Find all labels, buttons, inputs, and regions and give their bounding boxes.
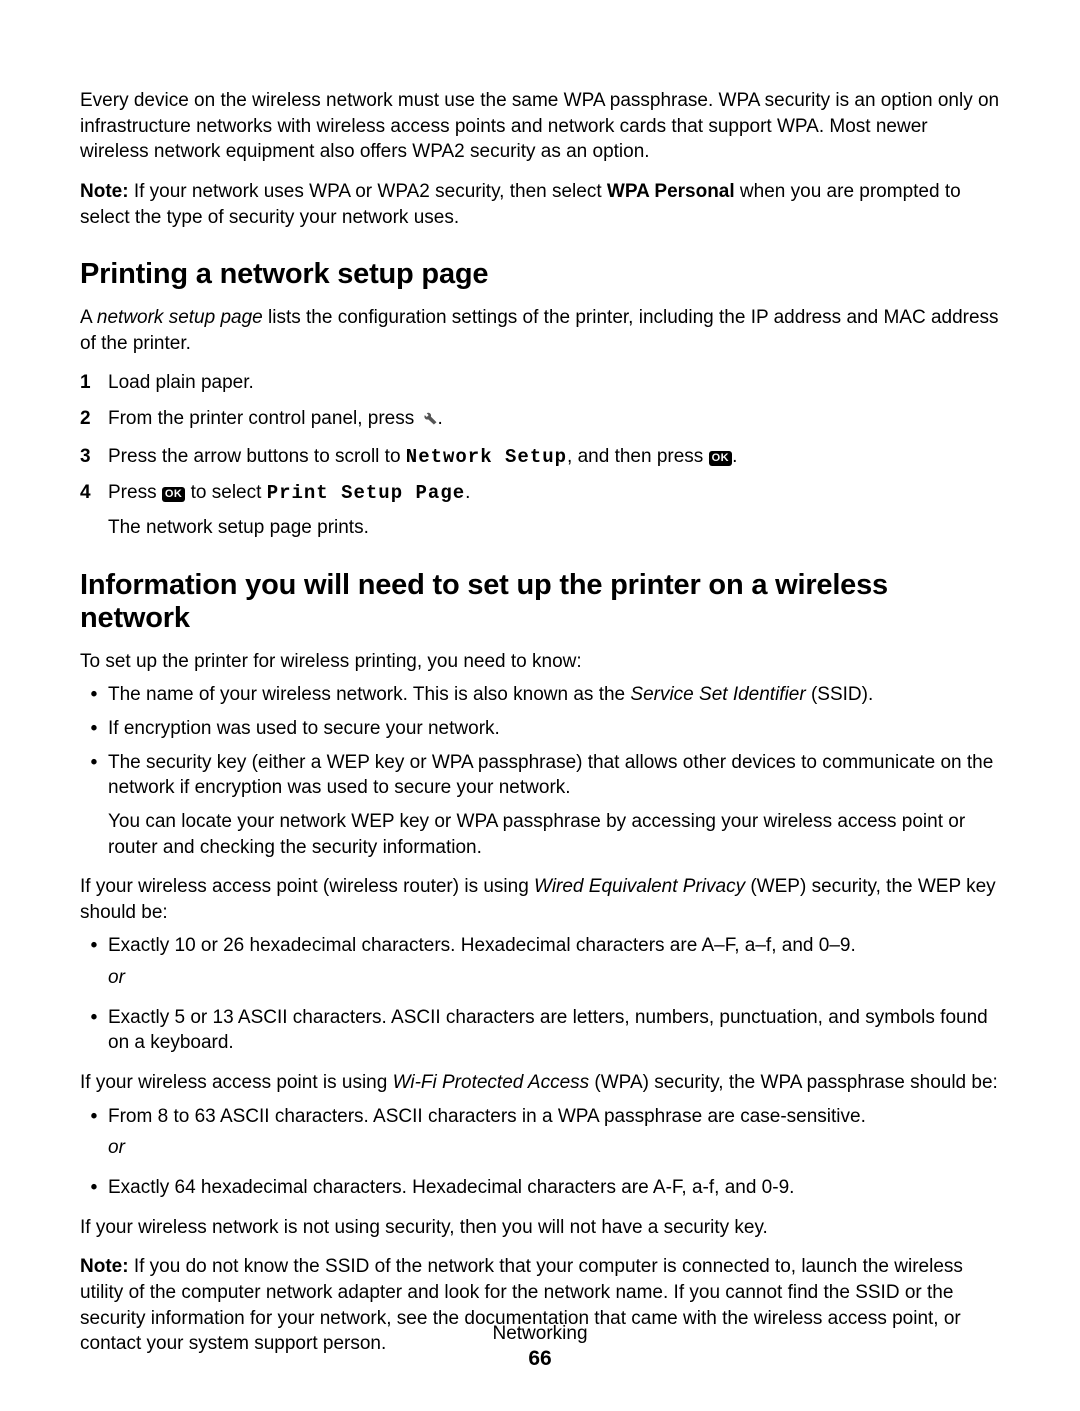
wpa-italic: Wi-Fi Protected Access (393, 1072, 590, 1093)
b1-b: (SSID). (806, 684, 874, 705)
step-number: 3 (80, 444, 108, 470)
bullet-ssid: The name of your wireless network. This … (80, 682, 1000, 708)
bullet-text: Exactly 10 or 26 hexadecimal characters.… (108, 933, 1000, 996)
bullet-key: The security key (either a WEP key or WP… (80, 750, 1000, 861)
wpa-bullet-1: From 8 to 63 ASCII characters. ASCII cha… (80, 1104, 1000, 1167)
step3-c: . (732, 446, 737, 467)
wpa-paragraph: If your wireless access point is using W… (80, 1070, 1000, 1096)
ok-icon: OK (162, 487, 186, 502)
step2-a: From the printer control panel, press (108, 408, 420, 429)
bullet-text: Exactly 64 hexadecimal characters. Hexad… (108, 1175, 1000, 1201)
step3-mono: Network Setup (406, 446, 567, 468)
wpa-b: (WPA) security, the WPA passphrase shoul… (589, 1072, 998, 1093)
step-number: 4 (80, 480, 108, 506)
step-text: Press the arrow buttons to scroll to Net… (108, 444, 1000, 471)
bullet-text: The security key (either a WEP key or WP… (108, 750, 1000, 861)
b3-text: The security key (either a WEP key or WP… (108, 752, 993, 799)
bullet-encryption: If encryption was used to secure your ne… (80, 716, 1000, 742)
footer-section-name: Networking (0, 1323, 1080, 1345)
step-1: 1 Load plain paper. (80, 370, 1000, 396)
bullet-text: From 8 to 63 ASCII characters. ASCII cha… (108, 1104, 1000, 1167)
b1-a: The name of your wireless network. This … (108, 684, 630, 705)
step4-mono: Print Setup Page (267, 482, 465, 504)
wep-bullet-1: Exactly 10 or 26 hexadecimal characters.… (80, 933, 1000, 996)
print-p1-a: A (80, 307, 97, 328)
or-text: or (108, 1135, 1000, 1161)
page-footer: Networking 66 (0, 1323, 1080, 1371)
print-p1-italic: network setup page (97, 307, 263, 328)
step-2: 2 From the printer control panel, press … (80, 406, 1000, 434)
wpa-bullet-2: Exactly 64 hexadecimal characters. Hexad… (80, 1175, 1000, 1201)
wep-italic: Wired Equivalent Privacy (534, 876, 745, 897)
note-text-a: If your network uses WPA or WPA2 securit… (129, 181, 607, 202)
note-label: Note: (80, 181, 129, 202)
bullet-text: Exactly 5 or 13 ASCII characters. ASCII … (108, 1005, 1000, 1056)
wrench-icon (420, 408, 438, 434)
ok-icon: OK (709, 451, 733, 466)
step4-sub: The network setup page prints. (108, 515, 1000, 541)
intro-note: Note: If your network uses WPA or WPA2 s… (80, 179, 1000, 230)
heading-information: Information you will need to set up the … (80, 569, 1000, 635)
bullet-text: The name of your wireless network. This … (108, 682, 1000, 708)
intro-paragraph: Every device on the wireless network mus… (80, 88, 1000, 165)
footer-page-number: 66 (0, 1347, 1080, 1371)
wep-a: If your wireless access point (wireless … (80, 876, 534, 897)
b1-italic: Service Set Identifier (630, 684, 805, 705)
note-bold: WPA Personal (607, 181, 735, 202)
step2-b: . (438, 408, 443, 429)
bullet-text: If encryption was used to secure your ne… (108, 716, 1000, 742)
step-3: 3 Press the arrow buttons to scroll to N… (80, 444, 1000, 471)
step-text: Load plain paper. (108, 370, 1000, 396)
wpa-bullets: From 8 to 63 ASCII characters. ASCII cha… (80, 1104, 1000, 1201)
heading-printing: Printing a network setup page (80, 258, 1000, 291)
step-text: From the printer control panel, press . (108, 406, 1000, 434)
step3-b: , and then press (567, 446, 709, 467)
document-page: Every device on the wireless network mus… (0, 0, 1080, 1411)
or-text: or (108, 965, 1000, 991)
step3-a: Press the arrow buttons to scroll to (108, 446, 406, 467)
step-4: 4 Press OK to select Print Setup Page. T… (80, 480, 1000, 540)
step-number: 2 (80, 406, 108, 432)
wep-bullet-2: Exactly 5 or 13 ASCII characters. ASCII … (80, 1005, 1000, 1056)
wep-bullets: Exactly 10 or 26 hexadecimal characters.… (80, 933, 1000, 1056)
wep-b1-text: Exactly 10 or 26 hexadecimal characters.… (108, 935, 856, 956)
step-number: 1 (80, 370, 108, 396)
wep-paragraph: If your wireless access point (wireless … (80, 874, 1000, 925)
print-description: A network setup page lists the configura… (80, 305, 1000, 356)
note-label: Note: (80, 1256, 129, 1277)
info-bullets: The name of your wireless network. This … (80, 682, 1000, 860)
info-intro: To set up the printer for wireless print… (80, 649, 1000, 675)
step-text: Press OK to select Print Setup Page. The… (108, 480, 1000, 540)
wpa-a: If your wireless access point is using (80, 1072, 393, 1093)
wpa-b1-text: From 8 to 63 ASCII characters. ASCII cha… (108, 1106, 866, 1127)
no-security-paragraph: If your wireless network is not using se… (80, 1215, 1000, 1241)
step4-a: Press (108, 482, 162, 503)
step4-c: . (465, 482, 470, 503)
b3-sub: You can locate your network WEP key or W… (108, 809, 1000, 860)
steps-list: 1 Load plain paper. 2 From the printer c… (80, 370, 1000, 540)
step4-b: to select (185, 482, 266, 503)
